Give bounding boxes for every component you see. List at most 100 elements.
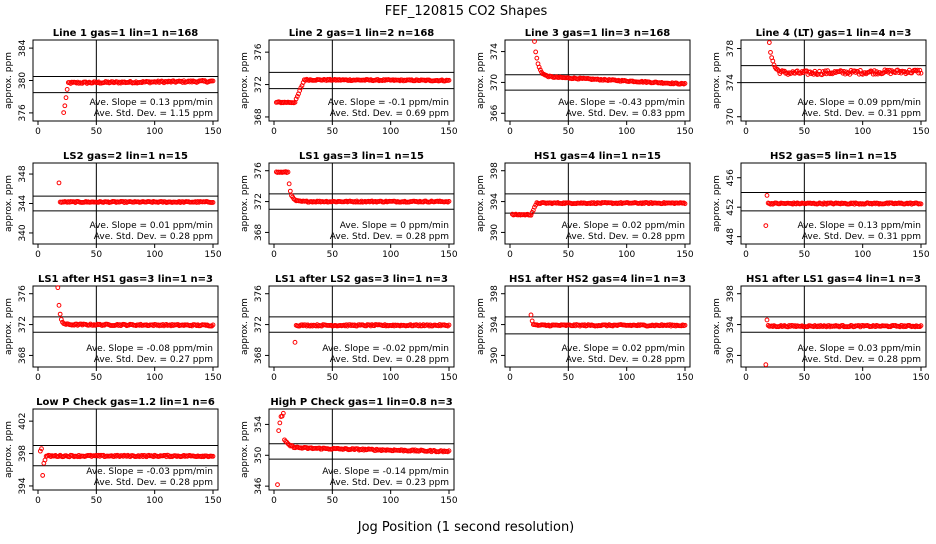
panel-title: Line 4 (LT) gas=1 lin=4 n=3 (756, 28, 912, 39)
data-point (61, 110, 67, 115)
std-annotation: Ave. Std. Dev. = 0.28 ppm (94, 478, 213, 488)
plot-frame (740, 162, 927, 245)
y-axis-label: approx. ppm (712, 52, 722, 109)
x-tick-label: 150 (440, 373, 457, 383)
data-point (821, 71, 827, 76)
y-tick-label: 376 (18, 285, 28, 302)
data-point (297, 88, 303, 94)
panel-2: Line 2 gas=1 lin=2 n=168 approx. ppm 0 50 10… (240, 28, 458, 137)
x-tick-label: 100 (382, 250, 399, 260)
panel-title: High P Check gas=1 lin=0.8 n=3 (270, 397, 452, 408)
data-point (446, 448, 452, 454)
std-annotation: Ave. Std. Dev. = 0.69 ppm (330, 109, 449, 119)
y-axis-label: approx. ppm (4, 52, 14, 109)
y-tick-label: 370 (490, 74, 500, 91)
x-tick-label: 0 (271, 496, 277, 506)
data-point (763, 362, 769, 368)
y-tick-label: 394 (726, 316, 736, 333)
data-point (56, 180, 62, 186)
x-tick-label: 50 (799, 250, 811, 260)
data-point (63, 95, 69, 101)
y-tick-label: 398 (726, 285, 736, 302)
slope-annotation: Ave. Slope = -0.14 ppm/min (322, 467, 449, 477)
panel-4: Line 4 (LT) gas=1 lin=4 n=3 approx. ppm 0 5… (712, 28, 930, 137)
y-axis-label: approx. ppm (4, 298, 14, 355)
plot-frame (268, 162, 455, 245)
x-tick-label: 50 (563, 127, 575, 137)
x-tick-label: 150 (676, 373, 693, 383)
x-tick-label: 100 (854, 373, 871, 383)
slope-annotation: Ave. Slope = 0.01 ppm/min (89, 221, 213, 231)
y-tick-label: 380 (18, 72, 28, 89)
panel-12: HS1 after LS1 gas=4 lin=1 n=3 approx. ppm… (712, 274, 930, 383)
x-tick-label: 50 (327, 373, 339, 383)
y-tick-label: 376 (254, 285, 264, 302)
x-tick-label: 0 (743, 373, 749, 383)
panel-title: LS1 after LS2 gas=3 lin=1 n=3 (275, 274, 448, 285)
data-point (37, 448, 43, 454)
x-tick-label: 50 (91, 496, 103, 506)
y-tick-label: 344 (18, 195, 28, 212)
x-tick-label: 0 (743, 127, 749, 137)
y-tick-label: 390 (726, 347, 736, 364)
data-point (533, 49, 539, 55)
panel-title: Line 3 gas=1 lin=3 n=168 (525, 28, 671, 39)
data-point (292, 339, 298, 345)
y-tick-label: 372 (18, 316, 28, 333)
data-point (682, 322, 688, 328)
x-tick-label: 150 (204, 373, 221, 383)
data-point (445, 449, 451, 455)
data-point (57, 311, 63, 317)
x-tick-label: 0 (35, 250, 41, 260)
x-tick-label: 100 (854, 127, 871, 137)
y-axis-label: approx. ppm (4, 175, 14, 232)
y-tick-label: 346 (254, 477, 264, 494)
plot-frame (268, 408, 455, 491)
panel-title: HS1 after HS2 gas=4 lin=1 n=3 (509, 274, 686, 285)
data-point (532, 39, 537, 44)
y-tick-label: 354 (254, 416, 264, 433)
y-tick-label: 402 (18, 413, 28, 430)
x-tick-label: 50 (799, 373, 811, 383)
panel-14: High P Check gas=1 lin=0.8 n=3 approx. pp… (240, 397, 458, 506)
y-tick-label: 378 (726, 40, 736, 57)
x-tick-label: 100 (382, 127, 399, 137)
std-annotation: Ave. Std. Dev. = 0.28 ppm (330, 232, 449, 242)
figure-x-axis-label: Jog Position (1 second resolution) (357, 520, 575, 535)
y-tick-label: 350 (254, 446, 264, 463)
data-point (881, 70, 887, 76)
data-point (210, 200, 216, 205)
slope-annotation: Ave. Slope = 0.02 ppm/min (561, 221, 685, 231)
y-tick-label: 390 (490, 347, 500, 364)
y-axis-label: approx. ppm (476, 298, 486, 355)
x-tick-label: 100 (146, 496, 163, 506)
data-point (210, 78, 216, 84)
slope-annotation: Ave. Slope = 0.03 ppm/min (797, 344, 921, 354)
y-tick-label: 452 (726, 199, 736, 216)
data-point (528, 312, 534, 318)
panel-title: Low P Check gas=1.2 lin=1 n=6 (36, 397, 215, 408)
x-tick-label: 0 (271, 250, 277, 260)
y-tick-label: 398 (490, 285, 500, 302)
x-tick-label: 0 (507, 127, 513, 137)
y-axis-label: approx. ppm (240, 421, 250, 478)
x-tick-label: 150 (204, 250, 221, 260)
data-point (285, 169, 291, 175)
data-point (62, 103, 68, 109)
y-tick-label: 340 (18, 224, 28, 241)
x-tick-label: 0 (271, 127, 277, 137)
panel-title: Line 1 gas=1 lin=1 n=168 (53, 28, 199, 39)
y-tick-label: 394 (490, 316, 500, 333)
x-tick-label: 100 (618, 373, 635, 383)
panel-title: Line 2 gas=1 lin=2 n=168 (289, 28, 435, 39)
x-tick-label: 100 (854, 250, 871, 260)
panel-title: LS2 gas=2 lin=1 n=15 (63, 151, 188, 162)
y-tick-label: 394 (18, 477, 28, 494)
x-tick-label: 150 (912, 127, 929, 137)
data-point (446, 77, 452, 83)
data-point (275, 482, 280, 488)
x-tick-label: 50 (91, 250, 103, 260)
plot-frame (268, 285, 455, 368)
panel-title: LS1 gas=3 lin=1 n=15 (299, 151, 424, 162)
